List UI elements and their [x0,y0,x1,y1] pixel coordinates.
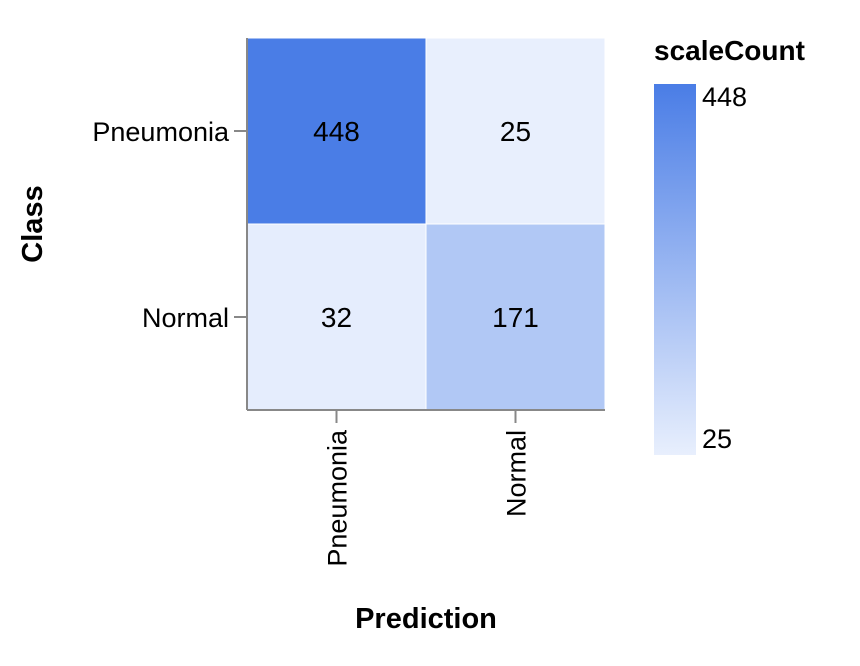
legend-gradient-bar [654,84,696,455]
y-axis-title: Class [17,185,49,262]
y-tick-label: Pneumonia [92,117,230,147]
legend-max-label: 448 [702,82,747,112]
legend-title: scaleCount [654,35,805,66]
heatmap-cell [425,37,606,225]
heatmap-cell-label: 171 [492,302,539,333]
heatmap-cell-label: 448 [313,116,360,147]
heatmap-cell-labels: 448 25 32 171 [313,116,539,333]
heatmap-cells [246,37,606,411]
x-tick-label: Normal [502,430,532,517]
heatmap-cell [425,223,606,411]
x-axis-ticks: Pneumonia Normal [323,410,532,567]
y-tick-label: Normal [142,303,229,333]
legend-min-label: 25 [702,424,732,454]
x-axis-title: Prediction [355,603,497,635]
x-tick-label: Pneumonia [323,429,353,567]
heatmap-cell [246,37,427,225]
color-legend: scaleCount 448 25 [654,35,805,455]
heatmap-cell-label: 25 [500,116,531,147]
y-axis-ticks: Pneumonia Normal [92,117,247,333]
heatmap-cell [246,223,427,411]
heatmap-cell-label: 32 [321,302,352,333]
